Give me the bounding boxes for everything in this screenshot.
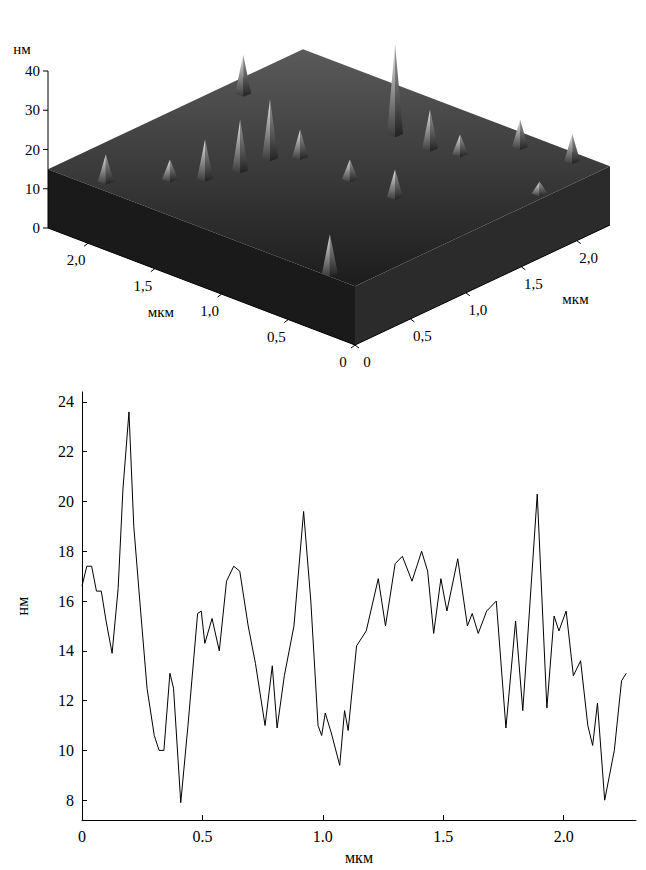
svg-text:1,5: 1,5 [133,278,152,294]
svg-text:10: 10 [58,742,74,759]
svg-text:10: 10 [25,181,40,197]
svg-text:40: 40 [25,63,40,79]
svg-text:14: 14 [58,642,74,659]
svg-text:24: 24 [58,393,74,410]
svg-text:нм: нм [14,597,31,616]
svg-text:0: 0 [33,220,41,236]
svg-text:18: 18 [58,543,74,560]
svg-text:20: 20 [25,142,40,158]
svg-text:12: 12 [58,692,74,709]
svg-text:16: 16 [58,593,74,610]
svg-text:20: 20 [58,493,74,510]
svg-text:мкм: мкм [148,304,175,320]
svg-text:0: 0 [78,828,86,845]
svg-text:1,5: 1,5 [524,276,543,292]
svg-text:0.5: 0.5 [192,828,212,845]
svg-text:мкм: мкм [345,849,373,866]
svg-text:2,0: 2,0 [579,250,598,266]
svg-text:2,0: 2,0 [67,252,86,268]
svg-text:0: 0 [339,354,347,370]
svg-text:1.5: 1.5 [433,828,453,845]
svg-text:2.0: 2.0 [554,828,574,845]
svg-text:мкм: мкм [562,291,589,307]
svg-text:0,5: 0,5 [413,328,432,344]
svg-text:1,0: 1,0 [468,302,487,318]
svg-text:22: 22 [58,443,74,460]
svg-text:1,0: 1,0 [200,303,219,319]
svg-text:8: 8 [66,792,74,809]
svg-text:0,5: 0,5 [267,329,286,345]
svg-text:нм: нм [13,41,31,57]
svg-text:0: 0 [363,354,371,370]
svg-text:30: 30 [25,102,40,118]
svg-text:1.0: 1.0 [313,828,333,845]
